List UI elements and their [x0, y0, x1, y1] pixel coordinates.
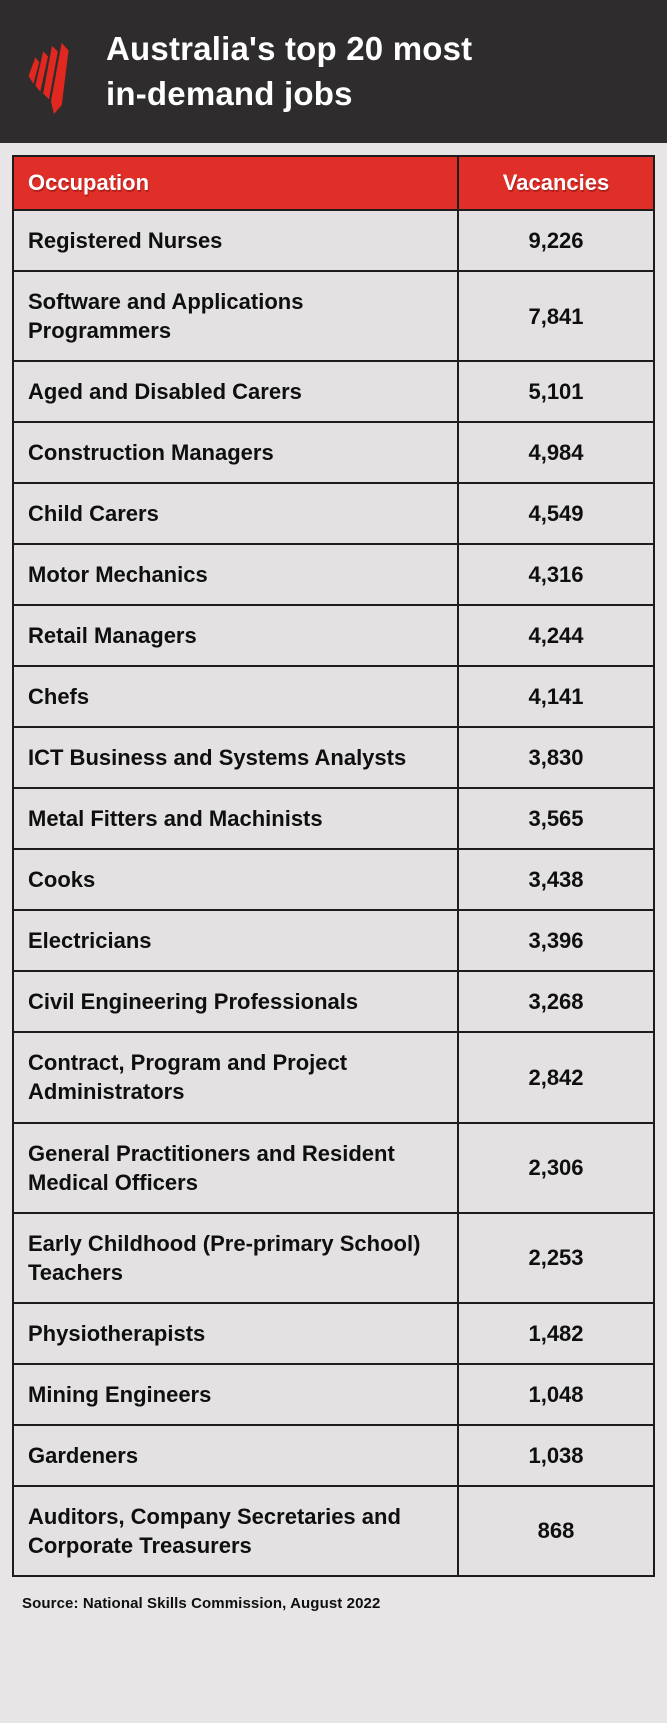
vacancies-cell: 2,306: [457, 1121, 655, 1214]
table-row: Software and Applications Programmers 7,…: [12, 270, 655, 363]
table-row: ICT Business and Systems Analysts 3,830: [12, 726, 655, 790]
occupation-cell: Metal Fitters and Machinists: [12, 787, 459, 851]
occupation-cell: Construction Managers: [12, 421, 459, 485]
vacancies-cell: 7,841: [457, 270, 655, 363]
source-attribution: Source: National Skills Commission, Augu…: [22, 1594, 381, 1612]
vacancies-cell: 2,842: [457, 1031, 655, 1124]
vacancies-cell: 1,048: [457, 1362, 655, 1426]
table-row: Auditors, Company Secretaries and Corpor…: [12, 1484, 655, 1577]
vacancies-cell: 1,482: [457, 1301, 655, 1365]
table-row: Civil Engineering Professionals 3,268: [12, 970, 655, 1034]
footer: Source: National Skills Commission, Augu…: [0, 1595, 667, 1612]
jobs-table-container: Occupation Vacancies Registered Nurses 9…: [12, 155, 655, 1577]
table-row: Contract, Program and Project Administra…: [12, 1031, 655, 1124]
column-header-occupation: Occupation: [12, 155, 459, 211]
table-row: Motor Mechanics 4,316: [12, 543, 655, 607]
table-row: Registered Nurses 9,226: [12, 208, 655, 273]
table-row: Construction Managers 4,984: [12, 421, 655, 485]
occupation-cell: Software and Applications Programmers: [12, 270, 459, 363]
vacancies-cell: 9,226: [457, 208, 655, 273]
table-row: General Practitioners and Resident Medic…: [12, 1121, 655, 1214]
top-banner: Australia's top 20 most in-demand jobs: [0, 0, 667, 143]
vacancies-cell: 5,101: [457, 360, 655, 424]
vacancies-cell: 4,244: [457, 604, 655, 668]
occupation-cell: Early Childhood (Pre-primary School) Tea…: [12, 1211, 459, 1304]
vacancies-cell: 3,438: [457, 848, 655, 912]
occupation-cell: Mining Engineers: [12, 1362, 459, 1426]
occupation-cell: Registered Nurses: [12, 208, 459, 273]
vacancies-cell: 3,396: [457, 909, 655, 973]
occupation-cell: Physiotherapists: [12, 1301, 459, 1365]
table-body: Registered Nurses 9,226 Software and App…: [12, 208, 655, 1577]
page-title-line2: in-demand jobs: [106, 74, 353, 112]
occupation-cell: General Practitioners and Resident Medic…: [12, 1121, 459, 1214]
occupation-cell: Aged and Disabled Carers: [12, 360, 459, 424]
vacancies-cell: 2,253: [457, 1211, 655, 1304]
vacancies-cell: 4,316: [457, 543, 655, 607]
occupation-cell: Chefs: [12, 665, 459, 729]
table-row: Retail Managers 4,244: [12, 604, 655, 668]
occupation-cell: Child Carers: [12, 482, 459, 546]
sbs-logo-icon: [24, 33, 76, 115]
table-row: Mining Engineers 1,048: [12, 1362, 655, 1426]
vacancies-cell: 4,141: [457, 665, 655, 729]
vacancies-cell: 3,565: [457, 787, 655, 851]
occupation-cell: Retail Managers: [12, 604, 459, 668]
jobs-table: Occupation Vacancies Registered Nurses 9…: [12, 155, 655, 1577]
table-row: Child Carers 4,549: [12, 482, 655, 546]
column-header-vacancies: Vacancies: [457, 155, 655, 211]
page-title: Australia's top 20 most in-demand jobs: [106, 27, 472, 117]
table-row: Electricians 3,396: [12, 909, 655, 973]
table-header: Occupation Vacancies: [12, 155, 655, 211]
table-row: Chefs 4,141: [12, 665, 655, 729]
page-title-line1: Australia's top 20 most: [106, 29, 473, 67]
vacancies-cell: 3,268: [457, 970, 655, 1034]
occupation-cell: ICT Business and Systems Analysts: [12, 726, 459, 790]
vacancies-cell: 4,549: [457, 482, 655, 546]
occupation-cell: Contract, Program and Project Administra…: [12, 1031, 459, 1124]
occupation-cell: Motor Mechanics: [12, 543, 459, 607]
occupation-cell: Gardeners: [12, 1423, 459, 1487]
table-row: Aged and Disabled Carers 5,101: [12, 360, 655, 424]
table-row: Early Childhood (Pre-primary School) Tea…: [12, 1211, 655, 1304]
table-row: Physiotherapists 1,482: [12, 1301, 655, 1365]
vacancies-cell: 3,830: [457, 726, 655, 790]
occupation-cell: Cooks: [12, 848, 459, 912]
vacancies-cell: 1,038: [457, 1423, 655, 1487]
occupation-cell: Electricians: [12, 909, 459, 973]
table-row: Cooks 3,438: [12, 848, 655, 912]
table-header-row: Occupation Vacancies: [12, 155, 655, 211]
table-row: Gardeners 1,038: [12, 1423, 655, 1487]
occupation-cell: Civil Engineering Professionals: [12, 970, 459, 1034]
occupation-cell: Auditors, Company Secretaries and Corpor…: [12, 1484, 459, 1577]
vacancies-cell: 868: [457, 1484, 655, 1577]
table-row: Metal Fitters and Machinists 3,565: [12, 787, 655, 851]
vacancies-cell: 4,984: [457, 421, 655, 485]
